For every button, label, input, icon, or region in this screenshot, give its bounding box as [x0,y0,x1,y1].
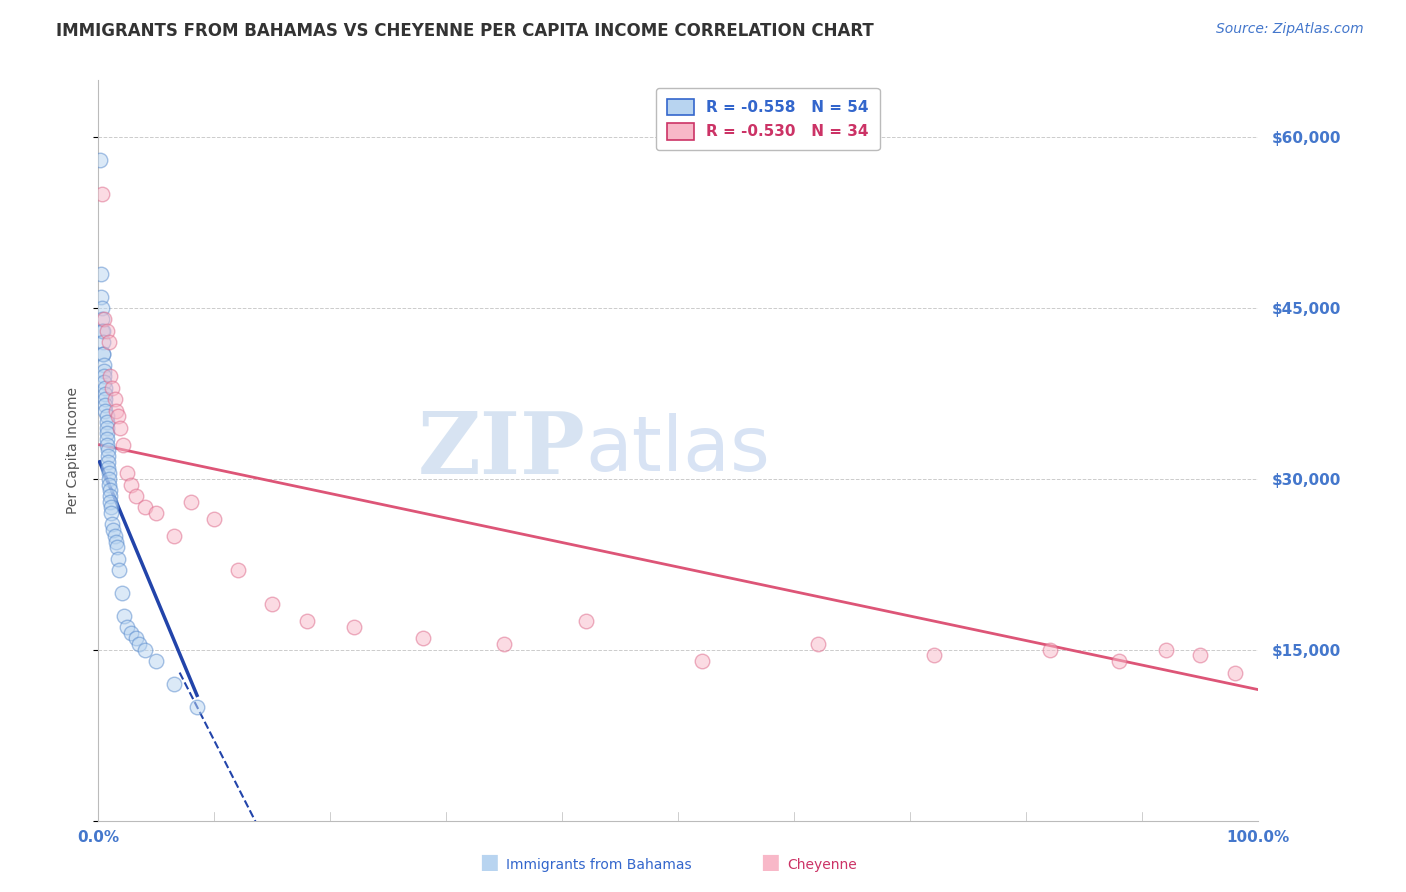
Point [807,637,830,651]
Point [104,392,127,407]
Point [110,420,132,434]
Point [96,426,118,441]
Point [97,335,120,350]
Point [107,551,129,566]
Point [93,312,115,326]
Text: ZIP: ZIP [418,409,585,492]
Point [163,529,186,543]
Point [226,563,249,577]
Point [107,409,129,424]
Point [97,477,120,491]
Point [111,586,132,600]
Point [124,632,146,646]
Point [111,438,134,452]
Point [186,699,208,714]
Point [105,541,128,555]
Text: Source: ZipAtlas.com: Source: ZipAtlas.com [1216,22,1364,37]
Point [145,654,167,668]
Point [96,324,118,338]
Point [104,529,127,543]
Point [94,392,117,407]
Point [91,346,114,360]
Point [128,637,150,651]
Point [163,677,186,691]
Point [1038,642,1062,657]
Point [97,467,120,481]
Point [90,301,112,315]
Point [93,364,115,378]
Point [117,467,139,481]
Point [94,386,117,401]
Point [104,534,127,549]
Point [97,449,120,463]
Point [96,415,118,429]
Text: atlas: atlas [585,414,770,487]
Point [574,615,596,629]
Point [97,472,120,486]
Point [1154,642,1177,657]
Point [100,506,122,520]
Point [103,523,125,537]
Point [97,443,120,458]
Point [98,369,121,384]
Point [297,615,319,629]
Point [90,312,112,326]
Point [1108,654,1130,668]
Point [262,597,284,611]
Point [1223,665,1247,680]
Point [108,563,131,577]
Point [101,517,124,532]
Point [120,625,142,640]
Point [145,506,167,520]
Point [93,375,115,389]
Point [96,420,118,434]
Point [98,489,121,503]
Point [91,324,114,338]
Point [1189,648,1212,663]
Point [94,381,117,395]
Point [922,648,945,663]
Point [96,438,118,452]
Point [101,381,124,395]
Point [90,290,112,304]
Point [124,489,146,503]
Point [412,632,434,646]
Legend: R = -0.558   N = 54, R = -0.530   N = 34: R = -0.558 N = 54, R = -0.530 N = 34 [657,88,880,150]
Point [204,512,226,526]
Point [98,494,121,508]
Point [89,153,111,167]
Point [96,409,118,424]
Y-axis label: Per Capita Income: Per Capita Income [66,387,80,514]
Point [343,620,366,634]
Point [96,432,118,446]
Point [134,642,156,657]
Text: Immigrants from Bahamas: Immigrants from Bahamas [506,858,692,872]
Point [180,494,202,508]
Text: IMMIGRANTS FROM BAHAMAS VS CHEYENNE PER CAPITA INCOME CORRELATION CHART: IMMIGRANTS FROM BAHAMAS VS CHEYENNE PER … [56,22,875,40]
Point [91,335,114,350]
Point [93,358,115,372]
Point [104,403,127,417]
Point [97,455,120,469]
Point [94,403,117,417]
Point [97,460,120,475]
Text: Cheyenne: Cheyenne [787,858,858,872]
Point [112,608,135,623]
Point [117,620,139,634]
Point [690,654,713,668]
Point [94,398,117,412]
Point [98,483,121,498]
Point [134,500,156,515]
Point [100,500,122,515]
Point [90,324,112,338]
Point [90,187,112,202]
Point [91,346,114,360]
Text: ■: ■ [761,853,780,872]
Point [120,477,142,491]
Point [90,267,112,281]
Point [93,369,115,384]
Text: ■: ■ [479,853,499,872]
Point [494,637,516,651]
